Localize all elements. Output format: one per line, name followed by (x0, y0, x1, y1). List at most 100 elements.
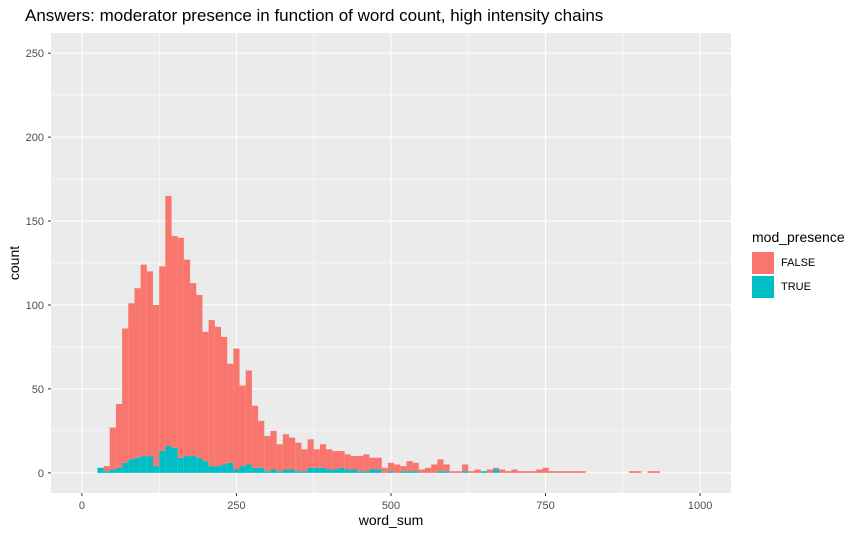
bar-false (425, 467, 432, 473)
bar-true (128, 459, 135, 473)
bar-true (412, 471, 419, 473)
bar-false (233, 348, 240, 470)
bar-false (109, 427, 116, 470)
bar-true (239, 466, 246, 473)
bar-false (418, 469, 425, 473)
bar-false (115, 404, 123, 468)
bar-false (400, 466, 407, 472)
bar-false (561, 471, 568, 473)
bar-false (486, 469, 493, 473)
y-axis-ticks: 0 50 100 150 200 250 (26, 48, 51, 480)
bar-false (573, 471, 580, 473)
bar-false (202, 331, 209, 462)
bar-true (140, 456, 147, 473)
y-tick-label: 200 (26, 132, 44, 144)
bar-true (369, 469, 376, 473)
bar-true (313, 467, 320, 473)
bar-false (406, 461, 413, 472)
bar-false (462, 464, 469, 472)
bar-false (103, 466, 110, 472)
legend-item-true: TRUE (752, 275, 845, 299)
bar-false (214, 326, 221, 467)
bar-true (190, 456, 197, 473)
bar-false (517, 471, 524, 473)
bar-true (493, 469, 500, 473)
bar-true (109, 469, 116, 473)
bar-true (208, 466, 215, 473)
bar-true (443, 471, 450, 473)
bar-false (122, 328, 129, 463)
bar-false (289, 437, 296, 470)
bar-true (221, 464, 228, 473)
bar-false (567, 471, 574, 473)
bar-false (227, 363, 234, 463)
bar-false (159, 266, 166, 452)
bar-true (177, 457, 184, 473)
bar-false (295, 442, 302, 472)
legend-label-false: FALSE (781, 257, 816, 269)
bar-false (474, 469, 481, 473)
bar-false (381, 467, 388, 473)
bar-false (307, 439, 314, 468)
bar-true (480, 471, 487, 473)
bar-false (387, 462, 395, 472)
histogram-bars (97, 195, 660, 473)
bar-false (245, 370, 252, 465)
bar-false (208, 320, 215, 467)
bar-false (536, 469, 543, 473)
x-tick-label: 250 (227, 500, 245, 512)
bar-false (221, 336, 228, 465)
bar-false (196, 294, 203, 458)
bar-false (468, 471, 475, 473)
bar-false (338, 451, 345, 468)
bar-false (190, 283, 197, 457)
bar-false (493, 467, 500, 470)
bar-false (579, 471, 586, 473)
x-axis-title: word_sum (358, 512, 424, 528)
chart-title: Answers: moderator presence in function … (25, 6, 604, 25)
bar-true (350, 469, 357, 473)
y-tick-label: 250 (26, 48, 44, 60)
legend-key-true (752, 276, 774, 298)
bar-false (449, 471, 456, 473)
x-tick-label: 500 (382, 500, 400, 512)
bar-true (344, 469, 351, 473)
bar-true (462, 471, 469, 473)
bar-false (511, 469, 518, 473)
bar-true (406, 471, 413, 473)
bar-true (153, 466, 160, 473)
bar-false (437, 459, 444, 472)
bar-false (505, 471, 512, 473)
legend-key-false (752, 252, 774, 274)
bar-false (183, 259, 191, 457)
bar-true (183, 456, 191, 473)
bar-true (245, 464, 252, 473)
bar-false (530, 471, 537, 473)
x-tick-label: 1000 (688, 500, 712, 512)
bar-false (239, 385, 246, 467)
bar-true (214, 466, 221, 473)
bar-false (443, 464, 450, 472)
bar-true (122, 462, 129, 473)
bar-true (264, 471, 271, 473)
bar-true (196, 457, 203, 473)
bar-false (412, 462, 419, 472)
legend-item-false: FALSE (752, 251, 845, 275)
bar-false (282, 434, 289, 470)
bar-false (394, 464, 401, 473)
bar-true (282, 469, 289, 473)
bar-false (313, 449, 320, 468)
bar-true (97, 467, 104, 473)
bar-true (270, 469, 277, 473)
y-tick-label: 50 (32, 384, 44, 396)
bar-false (153, 304, 160, 467)
bar-false (128, 303, 135, 460)
legend-title: mod_presence (752, 229, 845, 245)
bar-false (499, 469, 506, 473)
bar-false (653, 471, 660, 473)
bar-true (338, 467, 345, 473)
bar-true (227, 462, 234, 473)
bar-false (177, 237, 184, 458)
bar-false (431, 464, 438, 473)
